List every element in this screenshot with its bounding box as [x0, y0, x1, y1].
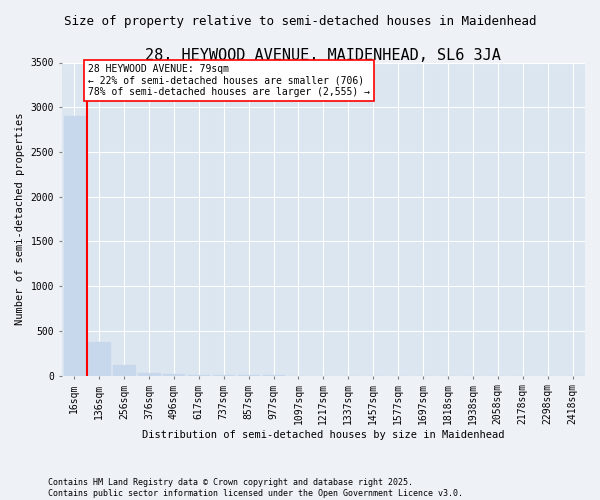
- Bar: [113, 365, 134, 376]
- Text: 28 HEYWOOD AVENUE: 79sqm
← 22% of semi-detached houses are smaller (706)
78% of : 28 HEYWOOD AVENUE: 79sqm ← 22% of semi-d…: [88, 64, 370, 98]
- Bar: [139, 373, 160, 376]
- Bar: [64, 116, 85, 376]
- Bar: [188, 375, 209, 376]
- Y-axis label: Number of semi-detached properties: Number of semi-detached properties: [15, 113, 25, 326]
- Text: Size of property relative to semi-detached houses in Maidenhead: Size of property relative to semi-detach…: [64, 14, 536, 28]
- X-axis label: Distribution of semi-detached houses by size in Maidenhead: Distribution of semi-detached houses by …: [142, 430, 505, 440]
- Text: Contains HM Land Registry data © Crown copyright and database right 2025.
Contai: Contains HM Land Registry data © Crown c…: [48, 478, 463, 498]
- Title: 28, HEYWOOD AVENUE, MAIDENHEAD, SL6 3JA: 28, HEYWOOD AVENUE, MAIDENHEAD, SL6 3JA: [145, 48, 501, 62]
- Bar: [88, 342, 110, 376]
- Bar: [163, 374, 184, 376]
